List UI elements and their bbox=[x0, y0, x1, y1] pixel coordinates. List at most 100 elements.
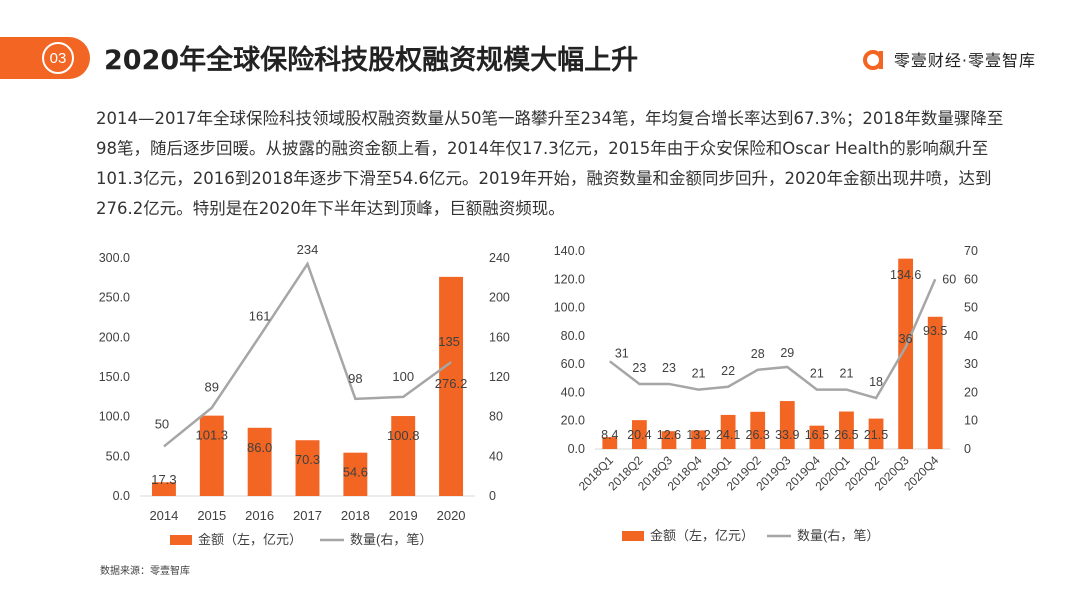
chart-quarterly: 0.0 20.0 40.0 60.0 80.0 100.0 120.0 140.0 0 10 20 3… bbox=[554, 244, 978, 543]
line-value-label: 21 bbox=[810, 367, 824, 381]
bar-value-label: 54.6 bbox=[343, 465, 368, 480]
bar-2018 bbox=[343, 452, 368, 496]
right-axis-tick: 40 bbox=[964, 329, 978, 343]
left-axis-tick: 140.0 bbox=[554, 244, 585, 258]
right-axis-tick: 50 bbox=[964, 301, 978, 315]
x-axis-tick: 2018 bbox=[341, 508, 370, 523]
left-axis-tick: 50.0 bbox=[106, 449, 130, 463]
left-axis-tick: 200.0 bbox=[99, 330, 130, 344]
bar-2020 bbox=[439, 276, 464, 496]
bar-value-label: 16.5 bbox=[805, 428, 829, 442]
line-value-label: 135 bbox=[438, 334, 460, 349]
bar-2020Q4 bbox=[927, 316, 943, 449]
bar-value-label: 26.3 bbox=[746, 428, 770, 442]
bar-value-label: 93.5 bbox=[923, 324, 947, 338]
legend-bar-swatch bbox=[170, 535, 192, 545]
left-axis-tick: 100.0 bbox=[554, 301, 585, 315]
bar-value-label: 276.2 bbox=[435, 376, 468, 391]
right-axis-tick: 80 bbox=[489, 410, 503, 424]
bar-value-label: 100.8 bbox=[387, 428, 420, 443]
line-value-label: 28 bbox=[751, 347, 765, 361]
x-axis-tick: 2014 bbox=[149, 508, 178, 523]
left-axis-tick: 60.0 bbox=[561, 357, 585, 371]
right-axis-tick: 20 bbox=[964, 385, 978, 399]
line-value-label: 22 bbox=[721, 364, 735, 378]
right-axis-tick: 40 bbox=[489, 449, 503, 463]
line-value-label: 89 bbox=[205, 380, 219, 395]
description-paragraph: 2014—2017年全球保险科技领域股权融资数量从50笔一路攀升至234笔，年均… bbox=[96, 109, 1004, 218]
bar-2019Q1 bbox=[720, 414, 736, 449]
brand-logo: 零壹财经·零壹智库 bbox=[862, 47, 1036, 71]
bar-2018Q4 bbox=[691, 430, 706, 449]
left-axis-tick: 0.0 bbox=[113, 489, 130, 503]
bar-value-label: 24.1 bbox=[716, 428, 740, 442]
line-value-label: 36 bbox=[899, 332, 913, 346]
brand-name: 零壹财经·零壹智库 bbox=[893, 51, 1036, 70]
bar-value-label: 101.3 bbox=[196, 428, 229, 443]
right-axis-tick: 60 bbox=[964, 272, 978, 286]
bar-value-label: 26.5 bbox=[834, 428, 858, 442]
bar-2020Q1 bbox=[839, 411, 854, 449]
right-axis-tick: 70 bbox=[964, 244, 978, 258]
right-axis-tick: 0 bbox=[964, 442, 971, 456]
count-line bbox=[163, 261, 452, 448]
bar-value-label: 33.9 bbox=[775, 428, 799, 442]
bar-2015 bbox=[199, 415, 224, 496]
bar-value-label: 70.3 bbox=[295, 452, 320, 467]
bar-value-label: 12.6 bbox=[657, 428, 681, 442]
legend-bar-swatch bbox=[622, 531, 644, 541]
bar-2016 bbox=[247, 427, 272, 496]
left-axis-tick: 300.0 bbox=[99, 251, 130, 265]
line-value-label: 60 bbox=[942, 272, 956, 286]
right-axis-tick: 120 bbox=[489, 370, 510, 384]
bar-2019 bbox=[391, 416, 416, 496]
line-value-label: 21 bbox=[840, 367, 854, 381]
count-line bbox=[609, 278, 937, 400]
bar-value-label: 21.5 bbox=[864, 428, 888, 442]
line-value-label: 29 bbox=[780, 346, 794, 360]
bar-value-label: 17.3 bbox=[151, 472, 176, 487]
left-axis-tick: 0.0 bbox=[568, 442, 585, 456]
line-value-label: 18 bbox=[869, 375, 883, 389]
line-value-label: 50 bbox=[155, 416, 169, 431]
bar-2018Q2 bbox=[631, 420, 647, 449]
legend-bar-label: 金额（左，亿元） bbox=[650, 528, 754, 543]
left-axis-tick: 120.0 bbox=[554, 272, 585, 286]
page-title: 2020年全球保险科技股权融资规模大幅上升 bbox=[104, 45, 639, 76]
data-source: 数据来源：零壹智库 bbox=[100, 566, 190, 577]
bar-2017 bbox=[295, 440, 320, 496]
bar-2019Q3 bbox=[779, 401, 795, 449]
x-axis-tick: 2020 bbox=[437, 508, 466, 523]
legend-line-label: 数量(右，笔） bbox=[350, 532, 432, 547]
line-value-label: 161 bbox=[249, 308, 271, 323]
bar-value-label: 134.6 bbox=[890, 268, 921, 282]
right-axis-tick: 160 bbox=[489, 330, 510, 344]
bar-value-label: 20.4 bbox=[627, 428, 651, 442]
left-axis-tick: 100.0 bbox=[99, 410, 130, 424]
bar-2020Q3 bbox=[898, 258, 914, 449]
right-axis-tick: 10 bbox=[964, 414, 978, 428]
x-axis-tick: 2017 bbox=[293, 508, 322, 523]
x-axis-tick: 2015 bbox=[197, 508, 226, 523]
bar-2018Q1 bbox=[602, 437, 618, 449]
line-value-label: 23 bbox=[662, 361, 676, 375]
bar-value-label: 86.0 bbox=[247, 440, 272, 455]
right-axis-tick: 240 bbox=[489, 251, 510, 265]
x-axis-tick: 2019 bbox=[389, 508, 418, 523]
line-value-label: 234 bbox=[297, 242, 319, 257]
left-axis-tick: 20.0 bbox=[561, 414, 585, 428]
legend-bar-label: 金额（左，亿元） bbox=[198, 532, 302, 547]
line-value-label: 98 bbox=[348, 371, 362, 386]
section-number: 03 bbox=[42, 42, 74, 74]
line-value-label: 100 bbox=[392, 369, 414, 384]
left-axis-tick: 40.0 bbox=[561, 385, 585, 399]
left-axis-tick: 150.0 bbox=[99, 370, 130, 384]
bar-2018Q3 bbox=[661, 431, 677, 449]
right-axis-tick: 30 bbox=[964, 357, 978, 371]
chart-annual: 0.0 50.0 100.0 150.0 200.0 250.0 300.0 0 40 80 120… bbox=[99, 242, 510, 547]
right-axis-tick: 200 bbox=[489, 291, 510, 305]
bar-2020Q2 bbox=[868, 418, 884, 449]
bar-value-label: 13.2 bbox=[686, 428, 710, 442]
x-axis-tick: 2016 bbox=[245, 508, 274, 523]
bar-value-label: 8.4 bbox=[601, 428, 618, 442]
